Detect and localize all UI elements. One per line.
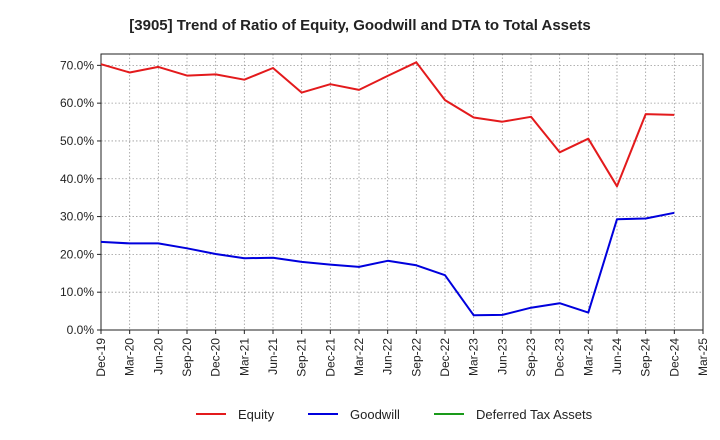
y-tick-label: 40.0% — [60, 172, 94, 186]
x-tick-label: Jun-21 — [266, 338, 280, 375]
x-tick-label: Dec-23 — [553, 338, 567, 377]
x-tick-label: Dec-24 — [667, 338, 681, 377]
y-tick-label: 10.0% — [60, 285, 94, 299]
x-tick-label: Sep-22 — [409, 338, 423, 377]
legend-item-equity: Equity — [196, 407, 275, 422]
y-tick-label: 70.0% — [60, 58, 94, 72]
x-tick-label: Sep-23 — [524, 338, 538, 377]
legend-item-deferred-tax-assets: Deferred Tax Assets — [434, 407, 593, 422]
legend-label-equity: Equity — [238, 407, 275, 422]
x-tick-label: Mar-23 — [467, 338, 481, 376]
x-tick-label: Mar-24 — [581, 338, 595, 376]
x-tick-label: Dec-21 — [323, 338, 337, 377]
x-tick-label: Dec-19 — [94, 338, 108, 377]
series-line-goodwill — [100, 211, 675, 317]
x-tick-label: Jun-23 — [495, 338, 509, 375]
x-tick-label: Dec-20 — [209, 338, 223, 377]
series-line-equity — [100, 61, 675, 188]
x-tick-label: Sep-24 — [639, 338, 653, 377]
legend-label-goodwill: Goodwill — [350, 407, 400, 422]
x-tick-label: Mar-22 — [352, 338, 366, 376]
legend-label-deferred-tax-assets: Deferred Tax Assets — [476, 407, 593, 422]
y-tick-label: 0.0% — [67, 323, 95, 337]
y-tick-label: 20.0% — [60, 247, 94, 261]
series-lines — [100, 61, 675, 317]
chart-title: [3905] Trend of Ratio of Equity, Goodwil… — [129, 17, 590, 34]
y-tick-label: 50.0% — [60, 134, 94, 148]
x-tick-label: Sep-21 — [295, 338, 309, 377]
legend-item-goodwill: Goodwill — [308, 407, 400, 422]
x-tick-label: Dec-22 — [438, 338, 452, 377]
x-tick-label: Jun-22 — [381, 338, 395, 375]
x-tick-label: Mar-25 — [696, 338, 710, 376]
x-tick-label: Jun-24 — [610, 338, 624, 375]
x-tick-label: Mar-21 — [237, 338, 251, 376]
y-tick-label: 60.0% — [60, 96, 94, 110]
legend: Equity Goodwill Deferred Tax Assets — [196, 407, 593, 422]
y-tick-label: 30.0% — [60, 210, 94, 224]
x-axis: Dec-19 Mar-20 Jun-20 Sep-20 Dec-20 Mar-21 Jun-… — [94, 330, 710, 377]
x-tick-label: Sep-20 — [180, 338, 194, 377]
grid — [101, 54, 703, 330]
y-axis: 0.0% 10.0% 20.0% 30.0% 40.0% 50.0% 60.0% 70.0% — [60, 58, 101, 337]
x-tick-label: Jun-20 — [151, 338, 165, 375]
plot-area — [100, 53, 704, 331]
x-tick-label: Mar-20 — [123, 338, 137, 376]
